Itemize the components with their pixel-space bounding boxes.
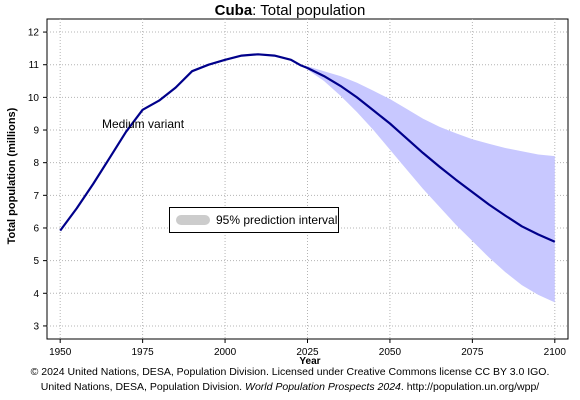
y-tick-label: 5	[33, 256, 39, 267]
chart-title: Cuba: Total population	[0, 2, 580, 19]
footer-citation-url: . http://population.un.org/wpp/	[400, 381, 540, 393]
x-tick-label: 1975	[132, 347, 155, 358]
x-axis-label: Year	[299, 356, 321, 367]
y-tick-label: 8	[33, 158, 39, 169]
y-tick-label: 12	[28, 28, 40, 39]
prediction-interval-band	[300, 65, 555, 303]
footer-citation: United Nations, DESA, Population Divisio…	[0, 381, 580, 393]
x-tick-label: 2025	[296, 347, 319, 358]
y-tick-label: 4	[33, 289, 39, 300]
legend-swatch	[176, 215, 210, 225]
footer-citation-title: World Population Prospects 2024	[245, 381, 401, 393]
legend-label: 95% prediction interval	[216, 213, 338, 227]
chart-title-country: Cuba	[214, 2, 253, 19]
y-tick-label: 9	[33, 126, 39, 137]
chart-title-rest: : Total population	[252, 2, 366, 19]
x-tick-label: 2075	[461, 347, 484, 358]
y-tick-label: 10	[28, 93, 40, 104]
footer-citation-prefix: United Nations, DESA, Population Divisio…	[40, 381, 246, 393]
y-tick-label: 6	[33, 223, 39, 234]
x-tick-label: 2100	[544, 347, 567, 358]
x-tick-label: 2000	[214, 347, 237, 358]
median-line	[59, 53, 556, 243]
y-tick-label: 7	[33, 191, 39, 202]
y-tick-label: 3	[33, 321, 39, 332]
x-axis-ticks: 1950 1975 2000 2025 2050 2075 2100	[49, 339, 566, 358]
x-tick-label: 2050	[379, 347, 402, 358]
footer-copyright: © 2024 United Nations, DESA, Population …	[30, 366, 550, 378]
y-tick-label: 11	[29, 60, 40, 71]
legend: 95% prediction interval	[169, 207, 339, 233]
medium-variant-annotation: Medium variant	[102, 117, 185, 131]
y-axis-label: Total population (millions)	[6, 107, 18, 245]
x-tick-label: 1950	[49, 347, 72, 358]
y-axis-ticks: 3 4 5 6 7 8 9 10 11 12	[28, 28, 47, 332]
